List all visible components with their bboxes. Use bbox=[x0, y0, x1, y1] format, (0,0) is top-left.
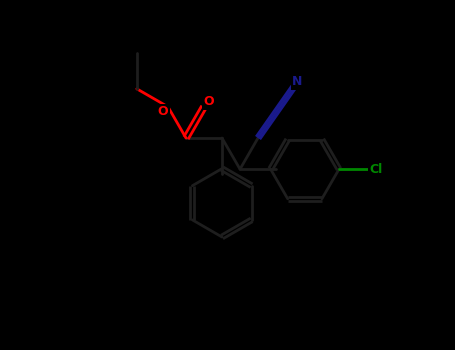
Text: Cl: Cl bbox=[369, 163, 382, 176]
Text: O: O bbox=[204, 95, 214, 108]
Text: O: O bbox=[158, 105, 168, 118]
Text: N: N bbox=[292, 76, 303, 89]
